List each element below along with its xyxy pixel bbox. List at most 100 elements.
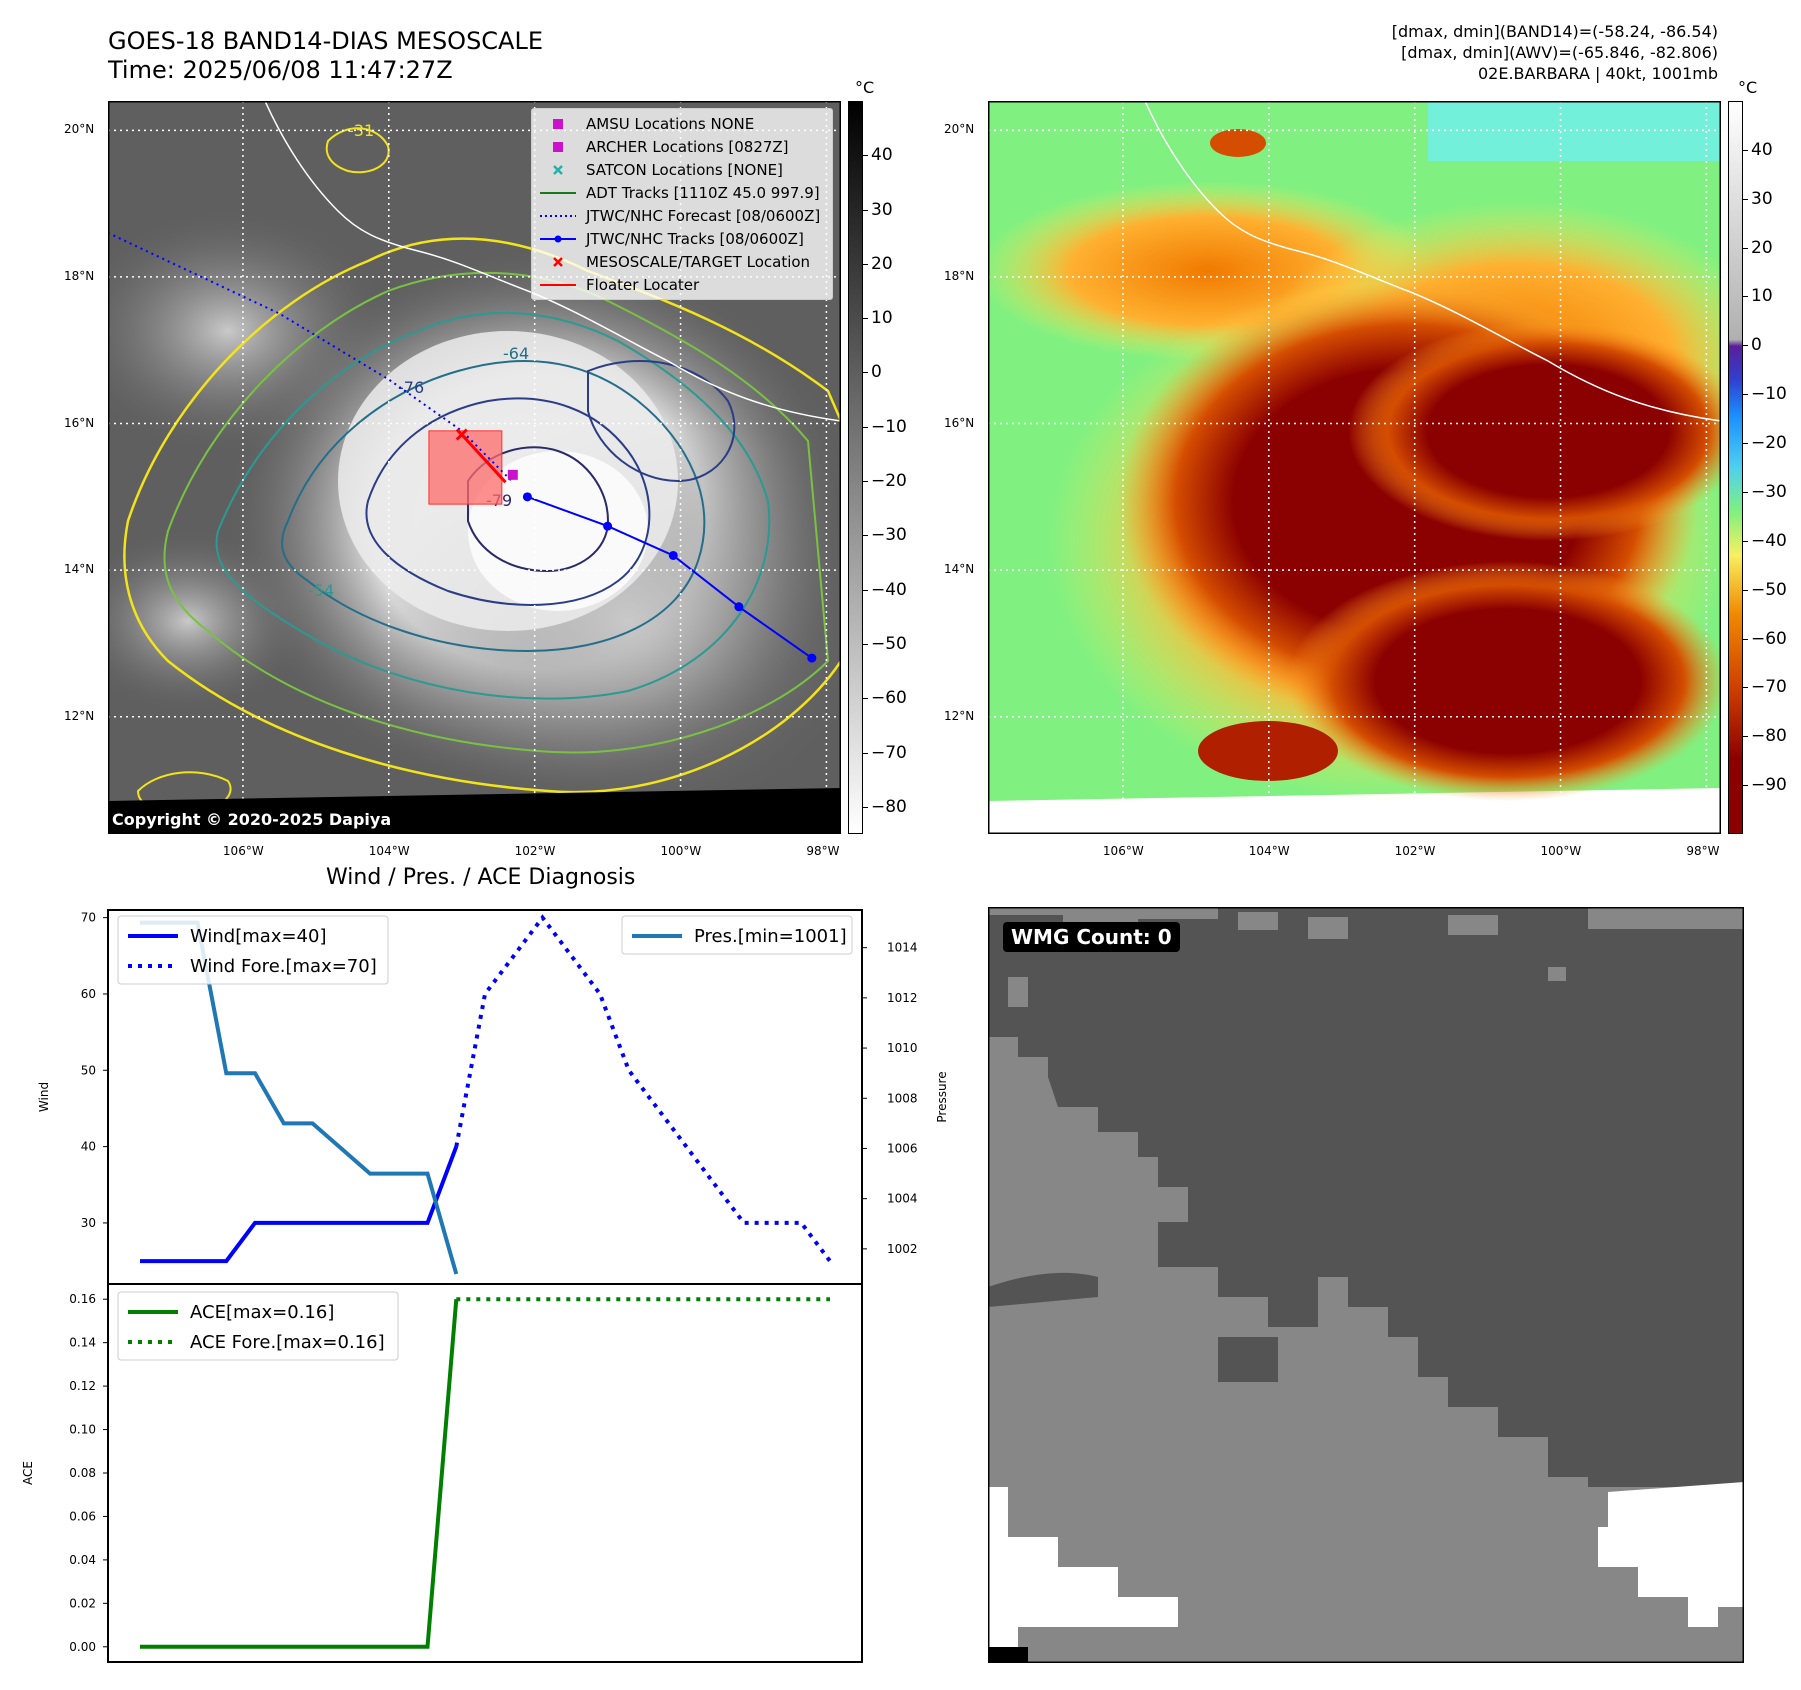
- map2-lon-label: 106°W: [1103, 844, 1144, 858]
- chart-legend-label: Wind Fore.[max=70]: [190, 956, 377, 977]
- colorbar-color-tick-label: −30: [1751, 482, 1787, 502]
- track-point: [603, 522, 612, 531]
- track-point: [734, 602, 743, 611]
- colorbar-color-tick-label: −40: [1751, 531, 1787, 551]
- colorbar-gray-tick-mark: [863, 644, 868, 645]
- map2-lat-label: 12°N: [944, 709, 974, 723]
- track-point: [523, 492, 532, 501]
- info-line1: [dmax, dmin](BAND14)=(-58.24, -86.54): [1392, 22, 1718, 41]
- legend-item: SATCON Locations [NONE]: [538, 159, 783, 181]
- legend-label: MESOSCALE/TARGET Location: [586, 253, 810, 271]
- legend-symbol: [538, 209, 578, 223]
- legend-symbol: [538, 186, 578, 200]
- colorbar-color-tick-mark: [1743, 394, 1748, 395]
- map1-lat-label: 18°N: [64, 269, 94, 283]
- colorbar-gray-tick-label: 10: [871, 308, 893, 328]
- colorbar-gray-tick-mark: [863, 481, 868, 482]
- colorbar-gray-tick-label: −20: [871, 471, 907, 491]
- legend-label: JTWC/NHC Tracks [08/0600Z]: [586, 230, 804, 248]
- wind-tick-label: 50: [81, 1063, 96, 1077]
- colorbar-color-tick-label: 10: [1751, 286, 1773, 306]
- map1-lon-label: 106°W: [223, 844, 264, 858]
- ace-axis-label: ACE: [21, 1461, 35, 1485]
- map2-lat-label: 14°N: [944, 562, 974, 576]
- colorbar-gray-tick-mark: [863, 318, 868, 319]
- colorbar-gray-tick-label: 0: [871, 362, 882, 382]
- color-awv-map: [988, 101, 1721, 834]
- legend-item: Floater Locater: [538, 274, 699, 296]
- wind-tick-label: 30: [81, 1216, 96, 1230]
- colorbar-gray-tick-mark: [863, 427, 868, 428]
- colorbar-gray-tick-mark: [863, 698, 868, 699]
- colorbar-color-tick-mark: [1743, 736, 1748, 737]
- map-title-line2: Time: 2025/06/08 11:47:27Z: [108, 56, 453, 84]
- legend-label: Floater Locater: [586, 276, 699, 294]
- wind-tick-label: 70: [81, 911, 96, 925]
- wind-tick-label: 40: [81, 1140, 96, 1154]
- pressure-tick-label: 1008: [887, 1091, 918, 1105]
- wind-axis-label: Wind: [37, 1082, 51, 1112]
- colorbar-gray-tick-mark: [863, 807, 868, 808]
- chart-legend-label: Wind[max=40]: [190, 926, 327, 947]
- diagnosis-chart: 30405060701002100410061008101010121014Wi…: [0, 900, 960, 1690]
- map2-lon-label: 98°W: [1686, 844, 1719, 858]
- pressure-tick-label: 1014: [887, 941, 918, 955]
- colorbar-color-unit: °C: [1738, 78, 1757, 97]
- colorbar-color-tick-mark: [1743, 639, 1748, 640]
- colorbar-color-tick-label: 40: [1751, 140, 1773, 160]
- colorbar-color-tick-label: −10: [1751, 384, 1787, 404]
- colorbar-color-tick-label: 30: [1751, 189, 1773, 209]
- legend-symbol: [538, 140, 578, 154]
- legend-symbol: [538, 232, 578, 246]
- legend-label: JTWC/NHC Forecast [08/0600Z]: [586, 207, 820, 225]
- series-wind-forecast-line: [456, 918, 830, 1262]
- ace-tick-label: 0.04: [69, 1553, 96, 1567]
- colorbar-color-tick-mark: [1743, 296, 1748, 297]
- legend-item: ADT Tracks [1110Z 45.0 997.9]: [538, 182, 820, 204]
- legend-symbol: [538, 163, 578, 177]
- colorbar-gray-tick-mark: [863, 155, 868, 156]
- chart-legend-label: ACE[max=0.16]: [190, 1302, 334, 1323]
- legend-symbol: [538, 278, 578, 292]
- colorbar-color-tick-label: −20: [1751, 433, 1787, 453]
- colorbar-gray-tick-mark: [863, 210, 868, 211]
- colorbar-color-tick-mark: [1743, 590, 1748, 591]
- map1-lon-label: 100°W: [661, 844, 702, 858]
- colorbar-gray-tick-label: −50: [871, 634, 907, 654]
- ace-tick-label: 0.12: [69, 1379, 96, 1393]
- map1-lat-label: 12°N: [64, 709, 94, 723]
- copyright-text: Copyright © 2020-2025 Dapiya: [112, 810, 391, 829]
- ace-tick-label: 0.10: [69, 1423, 96, 1437]
- colorbar-color-tick-mark: [1743, 199, 1748, 200]
- legend-label: ADT Tracks [1110Z 45.0 997.9]: [586, 184, 820, 202]
- info-line3: 02E.BARBARA | 40kt, 1001mb: [1478, 64, 1718, 83]
- colorbar-gray: [848, 101, 863, 834]
- colorbar-gray-tick-label: −70: [871, 743, 907, 763]
- wmg-count-badge: WMG Count: 0: [1003, 922, 1180, 952]
- ace-tick-label: 0.06: [69, 1509, 96, 1523]
- colorbar-color-tick-mark: [1743, 687, 1748, 688]
- chart-title: Wind / Pres. / ACE Diagnosis: [326, 865, 635, 890]
- chart-legend-label: ACE Fore.[max=0.16]: [190, 1332, 385, 1353]
- pressure-tick-label: 1004: [887, 1192, 918, 1206]
- colorbar-color-tick-mark: [1743, 785, 1748, 786]
- legend-symbol: [538, 117, 578, 131]
- colorbar-gray-unit: °C: [855, 78, 874, 97]
- pressure-tick-label: 1002: [887, 1242, 918, 1256]
- map2-lat-label: 18°N: [944, 269, 974, 283]
- pressure-axis-label: Pressure: [935, 1071, 949, 1122]
- pressure-tick-label: 1012: [887, 991, 918, 1005]
- colorbar-color-tick-mark: [1743, 541, 1748, 542]
- colorbar-color-tick-label: 0: [1751, 335, 1762, 355]
- track-point: [807, 654, 816, 663]
- track-point: [669, 551, 678, 560]
- legend-item: JTWC/NHC Forecast [08/0600Z]: [538, 205, 820, 227]
- colorbar-gray-tick-mark: [863, 264, 868, 265]
- contour-label: -64: [503, 344, 529, 363]
- colorbar-color-tick-mark: [1743, 248, 1748, 249]
- map1-lat-label: 20°N: [64, 122, 94, 136]
- colorbar-color-tick-label: −80: [1751, 726, 1787, 746]
- map2-lat-label: 16°N: [944, 416, 974, 430]
- ace-tick-label: 0.14: [69, 1336, 96, 1350]
- colorbar-color-tick-mark: [1743, 345, 1748, 346]
